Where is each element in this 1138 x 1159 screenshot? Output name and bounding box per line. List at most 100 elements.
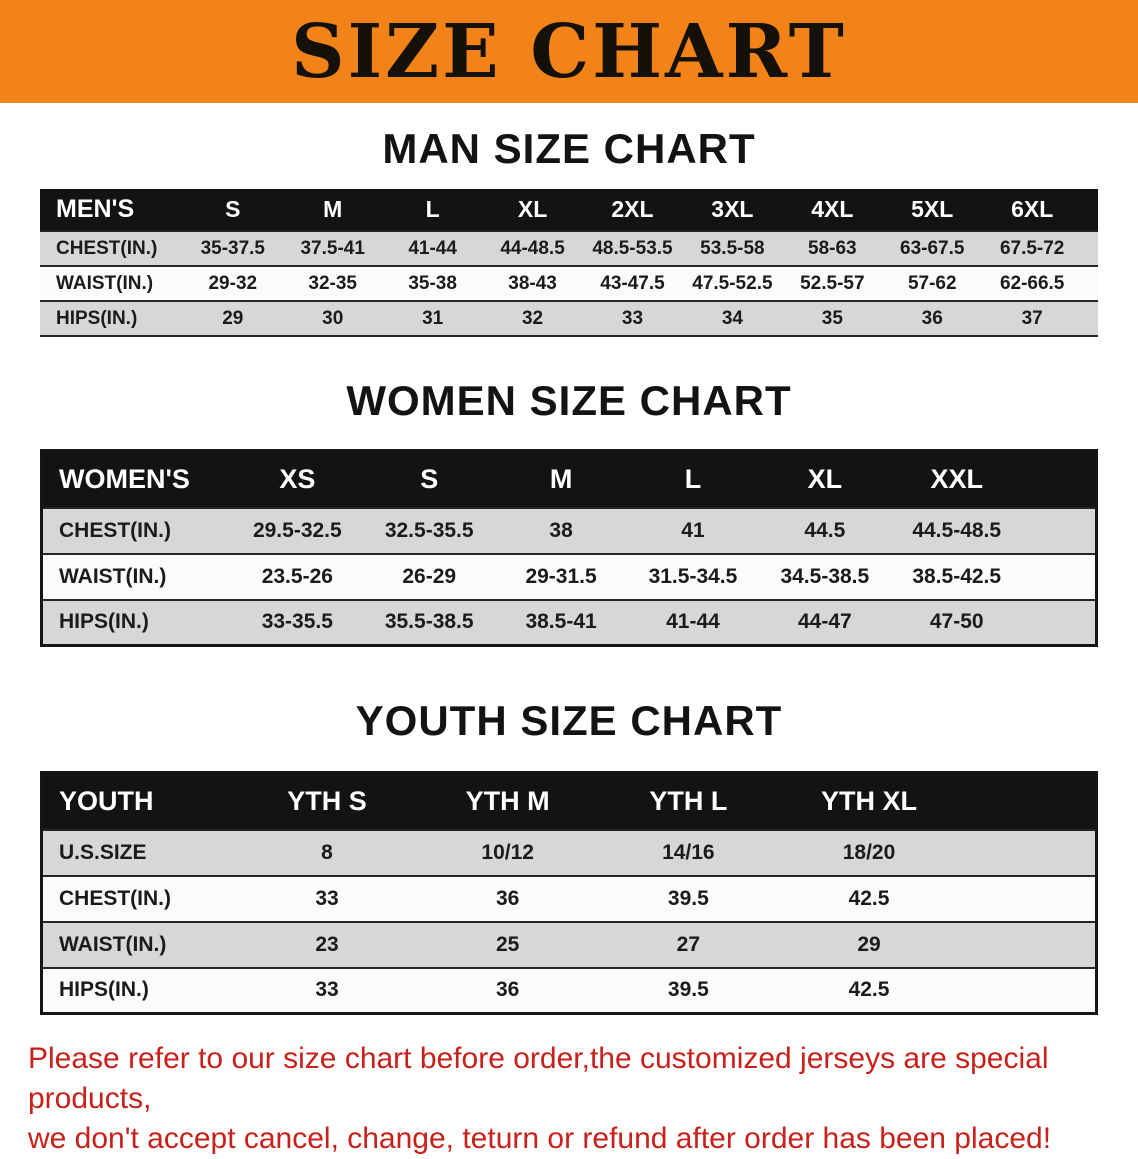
column-header-cell: S (363, 450, 496, 508)
disclaimer-line-1: Please refer to our size chart before or… (28, 1042, 1049, 1115)
size-value-cell: 47.5-52.5 (692, 272, 773, 294)
table-row: HIPS(IN.) 29 30 31 32 33 34 35 36 37 (40, 301, 1098, 336)
size-value-cell: 23 (315, 932, 339, 956)
size-value-cell: 38.5-42.5 (912, 564, 1002, 588)
table-row: CHEST(IN.) 35-37.5 37.5-41 41-44 44-48.5 48.5… (40, 231, 1098, 266)
size-value-cell: 31.5-34.5 (648, 564, 738, 588)
size-value-cell: 36 (921, 307, 943, 329)
size-value-cell: 34.5-38.5 (780, 564, 870, 588)
size-value-cell: 25 (496, 932, 520, 956)
spacer-cell (959, 968, 1096, 1014)
row-label-cell: CHEST(IN.) (56, 237, 158, 259)
size-value-cell: 41-44 (408, 237, 457, 259)
size-value-cell: 38 (549, 518, 573, 542)
column-header-cell: XXL (890, 450, 1023, 508)
size-value-cell: 31 (422, 307, 444, 329)
column-header-cell: 4XL (782, 189, 883, 231)
spacer-cell (959, 876, 1096, 922)
size-value-cell: 63-67.5 (900, 237, 965, 259)
size-value-cell: 67.5-72 (999, 237, 1065, 259)
column-header-cell: L (382, 189, 483, 231)
spacer-cell (1023, 508, 1097, 554)
size-value-cell: 33 (315, 978, 339, 1002)
column-header-cell: YTH S (236, 772, 418, 830)
size-value-cell: 57-62 (907, 272, 957, 294)
size-value-cell: 44-48.5 (500, 237, 565, 259)
spacer-cell (1082, 189, 1098, 231)
row-label-cell: CHEST(IN.) (59, 886, 171, 910)
women-size-section: WOMEN SIZE CHART WOMEN'S XS S M L XL XXL CHEST(I… (0, 377, 1138, 647)
size-value-cell: 39.5 (667, 886, 709, 910)
size-value-cell: 33 (621, 307, 644, 329)
table-title-cell: WOMEN'S (41, 450, 232, 508)
size-value-cell: 39.5 (667, 978, 709, 1002)
disclaimer-line-2: we don't accept cancel, change, teturn o… (28, 1122, 1052, 1155)
size-value-cell: 43-47.5 (600, 272, 665, 294)
size-value-cell: 14/16 (662, 840, 715, 864)
spacer-cell (1022, 450, 1097, 508)
column-header-cell: XL (482, 189, 583, 231)
size-value-cell: 42.5 (848, 978, 890, 1002)
column-header-cell: M (282, 189, 383, 231)
column-header-cell: 6XL (982, 189, 1083, 231)
youth-size-section: YOUTH SIZE CHART YOUTH YTH S YTH M YTH L YTH … (0, 697, 1138, 1015)
table-row: U.S.SIZE 8 10/12 14/16 18/20 (41, 829, 1097, 876)
table-row: HIPS(IN.) 33-35.5 35.5-38.5 38.5-41 41-44 44-… (41, 599, 1097, 646)
column-header-cell: L (627, 450, 759, 508)
row-label-cell: WAIST(IN.) (59, 564, 167, 588)
size-value-cell: 38-43 (508, 272, 557, 294)
size-value-cell: 35-37.5 (200, 237, 266, 259)
size-value-cell: 47-50 (929, 610, 984, 634)
size-value-cell: 32 (521, 307, 544, 329)
size-value-cell: 29 (857, 932, 881, 956)
table-header-row: MEN'S S M L XL 2XL 3XL 4XL 5XL 6XL (40, 189, 1098, 231)
size-value-cell: 37 (1021, 307, 1043, 329)
men-size-section: MAN SIZE CHART MEN'S S M L XL 2XL 3XL 4XL 5XL 6XL C… (0, 125, 1138, 337)
row-label-cell: WAIST(IN.) (56, 272, 154, 294)
table-title-cell: MEN'S (40, 189, 183, 231)
row-label-cell: CHEST(IN.) (59, 518, 171, 542)
column-header-cell: 5XL (882, 189, 983, 231)
column-header-cell: XL (758, 450, 891, 508)
column-header-cell: 2XL (582, 189, 683, 231)
column-header-cell: S (182, 189, 283, 231)
size-value-cell: 29-32 (208, 272, 258, 294)
spacer-cell (959, 772, 1097, 830)
size-value-cell: 10/12 (481, 840, 534, 864)
row-label-cell: HIPS(IN.) (59, 978, 149, 1002)
size-chart-banner: SIZE CHART (0, 0, 1138, 103)
table-row: WAIST(IN.) 23.5-26 26-29 29-31.5 31.5-34.5 34… (41, 553, 1097, 600)
size-value-cell: 35-38 (408, 272, 457, 294)
women-chart-heading: WOMEN SIZE CHART (346, 377, 792, 424)
spacer-cell (1082, 266, 1098, 301)
size-value-cell: 33-35.5 (261, 610, 333, 634)
size-value-cell: 35.5-38.5 (384, 610, 474, 634)
youth-chart-heading: YOUTH SIZE CHART (355, 697, 783, 744)
size-value-cell: 33 (315, 886, 339, 910)
size-value-cell: 58-63 (808, 237, 857, 259)
row-label-cell: U.S.SIZE (59, 840, 147, 864)
size-value-cell: 44.5-48.5 (912, 518, 1002, 542)
size-chart-sections: MAN SIZE CHART MEN'S S M L XL 2XL 3XL 4XL 5XL 6XL C… (0, 125, 1138, 1015)
page-title: SIZE CHART (291, 8, 847, 95)
men-chart-heading: MAN SIZE CHART (382, 125, 756, 172)
row-label-cell: WAIST(IN.) (59, 932, 167, 956)
men-size-table: MEN'S S M L XL 2XL 3XL 4XL 5XL 6XL CHEST(IN.) 35-37… (40, 189, 1098, 337)
table-header-row: WOMEN'S XS S M L XL XXL (41, 450, 1097, 508)
size-value-cell: 8 (321, 840, 333, 864)
size-value-cell: 44.5 (804, 518, 846, 542)
column-header-cell: YTH XL (778, 772, 960, 830)
women-size-table: WOMEN'S XS S M L XL XXL CHEST(IN.) 29.5-32.5 32.5… (40, 449, 1098, 647)
column-header-cell: M (495, 450, 628, 508)
size-value-cell: 52.5-57 (800, 272, 865, 294)
disclaimer: Please refer to our size chart before or… (0, 1039, 1138, 1159)
youth-size-table: YOUTH YTH S YTH M YTH L YTH XL U.S.SIZE 8 10/12… (40, 771, 1098, 1015)
spacer-cell (1082, 301, 1098, 336)
size-value-cell: 29.5-32.5 (252, 518, 342, 542)
spacer-cell (959, 830, 1096, 876)
size-value-cell: 30 (322, 307, 344, 329)
size-value-cell: 27 (676, 932, 701, 956)
size-value-cell: 41-44 (666, 610, 720, 634)
size-value-cell: 42.5 (848, 886, 890, 910)
table-row: WAIST(IN.) 29-32 32-35 35-38 38-43 43-47.5 47.… (40, 266, 1098, 301)
